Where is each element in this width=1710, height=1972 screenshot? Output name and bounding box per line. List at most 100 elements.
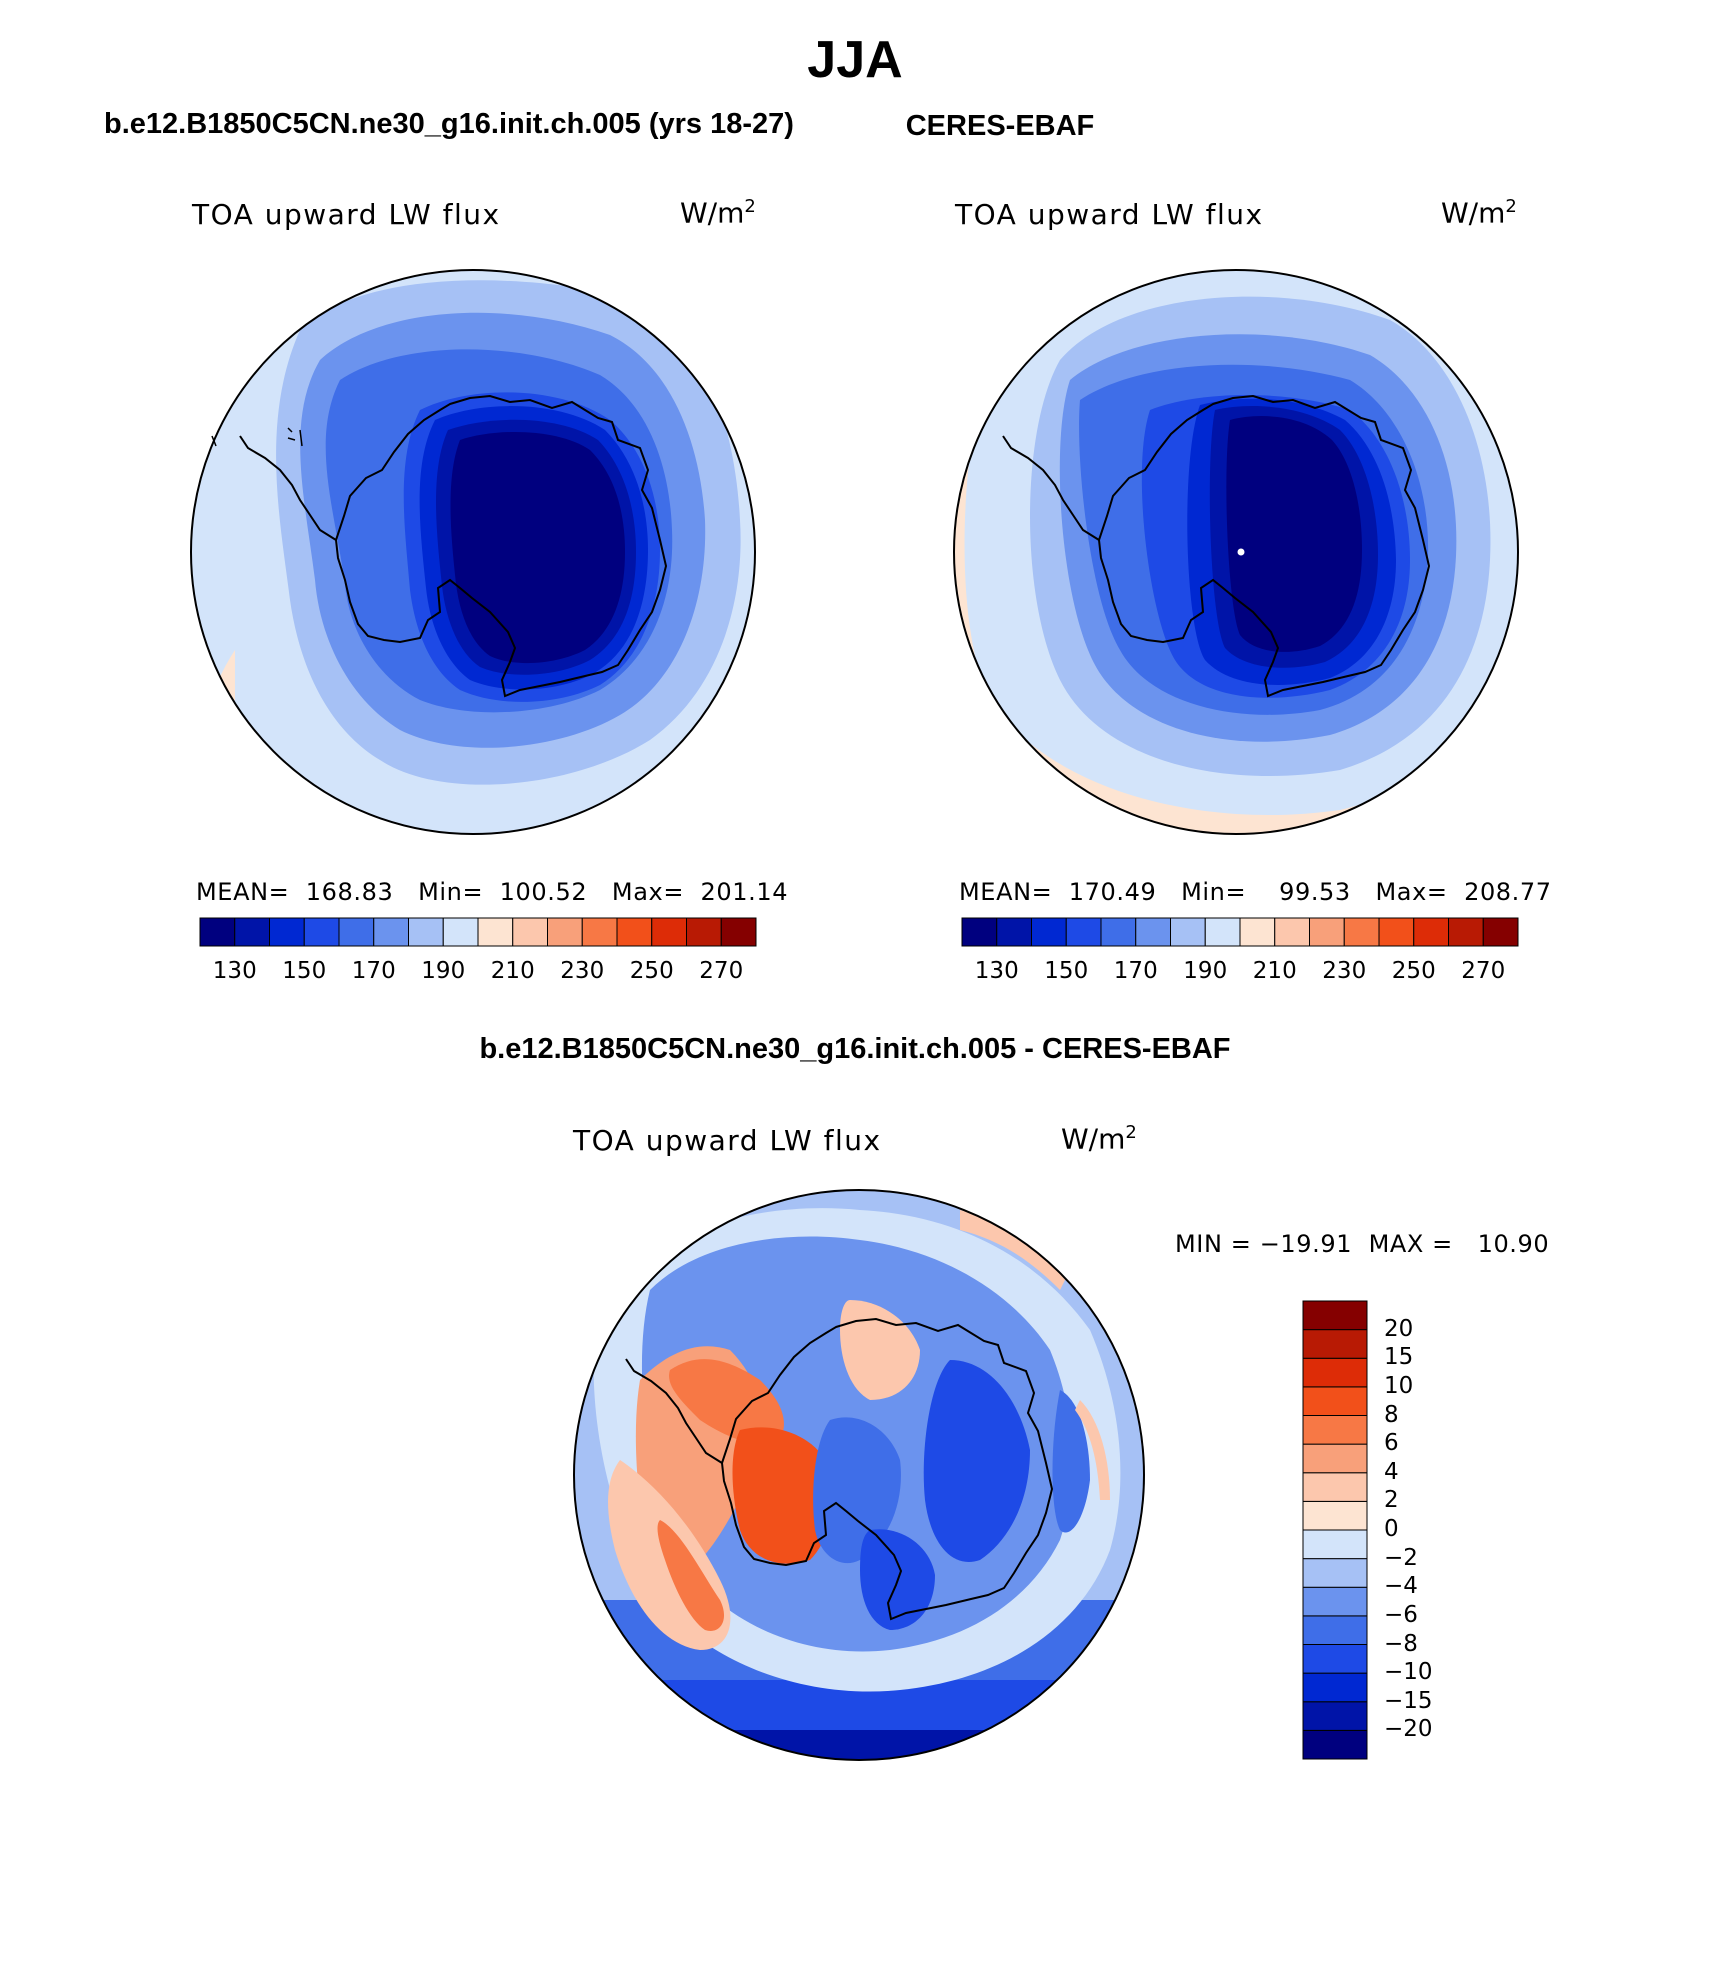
panel2-mean: MEAN= 170.49: [959, 878, 1157, 906]
panel1-colorbar-tick-label: 250: [629, 958, 674, 984]
panel2-colorbar-tick-label: 190: [1183, 958, 1228, 984]
panel3-colorbar-tick-label: −15: [1384, 1687, 1433, 1714]
panel3-colorbar-swatch: [1302, 1386, 1368, 1416]
panel2-colorbar-tick-label: 210: [1252, 958, 1297, 984]
figure-title: JJA: [807, 31, 903, 89]
panel3-colorbar-swatch: [1302, 1586, 1368, 1617]
panel1-colorbar-swatch: [234, 917, 270, 947]
panel3-colorbar-swatch: [1302, 1644, 1368, 1674]
panel1-colorbar-swatch: [269, 917, 305, 947]
panel3-colorbar-tick-label: 20: [1384, 1315, 1414, 1342]
panel3-colorbar-swatch: [1302, 1558, 1368, 1588]
panel2-colorbar-swatch: [1413, 917, 1449, 947]
panel3-colorbar-tick-label: −2: [1384, 1544, 1418, 1571]
panel3-colorbar-tick-label: 15: [1384, 1344, 1414, 1371]
panel3-colorbar-swatch: [1302, 1415, 1368, 1445]
panel1-colorbar-tick-label: 210: [490, 958, 535, 984]
panel2-colorbar-swatch: [996, 917, 1032, 947]
panel2-colorbar-swatch: [1100, 917, 1137, 947]
panel3-colorbar-swatch: [1302, 1443, 1368, 1474]
panel1-colorbar-swatch: [373, 917, 409, 947]
panel1-colorbar-swatch: [408, 917, 444, 947]
panel1-colorbar-swatch: [442, 917, 479, 947]
panel3-colorbar-swatch: [1302, 1615, 1368, 1645]
panel1-colorbar-swatch: [651, 917, 687, 947]
panel2-stats: MEAN= 170.49 Min= 99.53 Max= 208.77: [959, 878, 1552, 906]
panel1-min: Min= 100.52: [418, 878, 588, 906]
panel3-colorbar-tick-label: 6: [1384, 1430, 1399, 1457]
panel2-colorbar: [961, 917, 1519, 947]
panel3-title: b.e12.B1850C5CN.ne30_g16.init.ch.005 - C…: [479, 1033, 1231, 1065]
panel1-colorbar-tick-label: 270: [699, 958, 744, 984]
panel1-title: b.e12.B1850C5CN.ne30_g16.init.ch.005 (yr…: [104, 108, 794, 140]
panel3-colorbar-swatch: [1302, 1529, 1368, 1560]
panel1-mean: MEAN= 168.83: [196, 878, 394, 906]
panel1-colorbar-tick-label: 190: [421, 958, 466, 984]
panel3-colorbar-swatch: [1302, 1729, 1368, 1760]
panel1-colorbar-swatch: [512, 917, 548, 947]
panel2-colorbar-swatch: [1065, 917, 1102, 947]
panel2-colorbar-tick-label: 150: [1044, 958, 1089, 984]
panel1-colorbar-swatch: [547, 917, 583, 947]
panel2-colorbar-swatch: [1135, 917, 1171, 947]
panel1-variable-label: TOA upward LW flux: [192, 198, 501, 231]
panel2-colorbar-swatch: [1378, 917, 1415, 947]
panel3-colorbar-tick-label: 4: [1384, 1458, 1399, 1485]
panel2-colorbar-swatch: [1309, 917, 1345, 947]
panel1-colorbar-tick-label: 130: [212, 958, 257, 984]
panel3-colorbar-tick-label: −8: [1384, 1630, 1418, 1657]
south-pole-marker: [1237, 548, 1245, 556]
panel2-colorbar-swatch: [1343, 917, 1380, 947]
panel2-max: Max= 208.77: [1375, 878, 1552, 906]
panel3-colorbar-swatch: [1302, 1329, 1368, 1359]
panel2-colorbar-tick-label: 170: [1113, 958, 1158, 984]
panel1-colorbar-swatch: [303, 917, 340, 947]
panel2-colorbar-swatch: [1274, 917, 1310, 947]
panel1-colorbar-swatch: [720, 917, 757, 947]
panel2-unit-exp: 2: [1505, 196, 1517, 217]
panel3-colorbar: [1302, 1300, 1368, 1760]
panel3-colorbar-tick-label: −20: [1384, 1716, 1433, 1743]
panel3-colorbar-tick-label: −10: [1384, 1659, 1433, 1686]
panel1-colorbar-swatch: [686, 917, 722, 947]
panel2-unit-base: W/m: [1441, 196, 1506, 230]
panel2-colorbar-tick-label: 230: [1322, 958, 1367, 984]
panel1-colorbar-tick-label: 150: [282, 958, 327, 984]
panel2-colorbar-swatch: [1031, 917, 1067, 947]
panel1-colorbar-tick-label: 170: [351, 958, 396, 984]
panel3-colorbar-tick-label: −6: [1384, 1601, 1418, 1628]
panel3-colorbar-tick-label: 10: [1384, 1372, 1414, 1399]
panel2-variable-label: TOA upward LW flux: [955, 198, 1264, 231]
panel1-colorbar: [199, 917, 757, 947]
panel1-unit-label: W/m2: [680, 196, 756, 229]
panel3-minmax: MIN = −19.91 MAX = 10.90: [1175, 1230, 1550, 1258]
panel3-colorbar-swatch: [1302, 1357, 1368, 1388]
panel2-unit-label: W/m2: [1441, 196, 1517, 229]
panel3-colorbar-tick-label: 8: [1384, 1401, 1399, 1428]
panel2-colorbar-swatch: [961, 917, 998, 947]
panel2-min: Min= 99.53: [1181, 878, 1351, 906]
panel2-colorbar-swatch: [1448, 917, 1484, 947]
panel2-colorbar-tick-label: 250: [1391, 958, 1436, 984]
panel2-colorbar-tick-label: 270: [1461, 958, 1506, 984]
panel2-colorbar-swatch: [1239, 917, 1276, 947]
panel3-unit-exp: 2: [1125, 1122, 1137, 1143]
panel3-variable-label: TOA upward LW flux: [573, 1124, 882, 1157]
panel1-colorbar-swatch: [199, 917, 236, 947]
panel3-colorbar-swatch: [1302, 1701, 1368, 1731]
panel1-colorbar-swatch: [338, 917, 375, 947]
panel1-colorbar-swatch: [616, 917, 653, 947]
panel2-colorbar-swatch: [1482, 917, 1519, 947]
panel3-colorbar-tick-label: −4: [1384, 1573, 1418, 1600]
panel2-colorbar-swatch: [1204, 917, 1241, 947]
panel2-colorbar-swatch: [1170, 917, 1206, 947]
panel3-colorbar-tick-label: 2: [1384, 1487, 1399, 1514]
panel3-colorbar-swatch: [1302, 1472, 1368, 1502]
panel1-stats: MEAN= 168.83 Min= 100.52 Max= 201.14: [196, 878, 788, 906]
panel1-unit-base: W/m: [680, 196, 745, 230]
panel2-title: CERES-EBAF: [905, 110, 1095, 142]
panel1-colorbar-tick-label: 230: [560, 958, 605, 984]
